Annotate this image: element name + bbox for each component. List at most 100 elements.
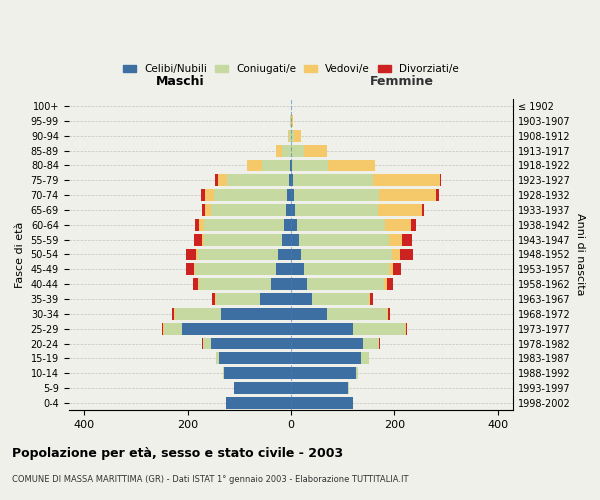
Bar bbox=[204, 234, 282, 245]
Bar bbox=[307, 278, 384, 290]
Bar bbox=[186, 264, 194, 276]
Bar bbox=[293, 130, 301, 141]
Bar bbox=[196, 248, 198, 260]
Bar bbox=[203, 219, 284, 230]
Bar bbox=[389, 234, 402, 245]
Bar bbox=[216, 352, 218, 364]
Bar bbox=[211, 204, 286, 216]
Legend: Celibi/Nubili, Coniugati/e, Vedovi/e, Divorziati/e: Celibi/Nubili, Coniugati/e, Vedovi/e, Di… bbox=[119, 60, 463, 78]
Bar bbox=[215, 293, 216, 305]
Bar bbox=[278, 248, 291, 260]
Bar bbox=[291, 204, 295, 216]
Bar bbox=[291, 308, 327, 320]
Bar bbox=[201, 189, 205, 201]
Bar bbox=[291, 219, 297, 230]
Bar bbox=[402, 234, 412, 245]
Bar bbox=[392, 248, 400, 260]
Bar bbox=[378, 204, 422, 216]
Bar bbox=[373, 174, 440, 186]
Bar bbox=[162, 322, 163, 334]
Bar bbox=[291, 278, 307, 290]
Bar bbox=[218, 174, 227, 186]
Bar bbox=[205, 189, 214, 201]
Bar bbox=[291, 248, 301, 260]
Y-axis label: Anni di nascita: Anni di nascita bbox=[575, 213, 585, 296]
Bar bbox=[282, 144, 291, 156]
Bar bbox=[199, 219, 203, 230]
Bar bbox=[205, 204, 211, 216]
Bar bbox=[388, 308, 390, 320]
Bar bbox=[198, 248, 278, 260]
Bar bbox=[386, 278, 393, 290]
Bar bbox=[185, 248, 196, 260]
Bar bbox=[406, 322, 407, 334]
Bar bbox=[196, 219, 199, 230]
Bar bbox=[275, 144, 282, 156]
Y-axis label: Fasce di età: Fasce di età bbox=[15, 222, 25, 288]
Bar bbox=[289, 174, 291, 186]
Text: COMUNE DI MASSA MARITTIMA (GR) - Dati ISTAT 1° gennaio 2003 - Elaborazione TUTTI: COMUNE DI MASSA MARITTIMA (GR) - Dati IS… bbox=[12, 476, 409, 484]
Bar bbox=[287, 189, 291, 201]
Bar bbox=[194, 234, 202, 245]
Bar bbox=[291, 115, 293, 127]
Bar bbox=[327, 308, 386, 320]
Bar bbox=[247, 160, 262, 172]
Bar bbox=[194, 264, 196, 276]
Bar bbox=[411, 219, 416, 230]
Bar bbox=[221, 308, 291, 320]
Bar bbox=[260, 293, 291, 305]
Bar bbox=[202, 204, 205, 216]
Bar bbox=[275, 264, 291, 276]
Bar bbox=[212, 293, 215, 305]
Bar bbox=[291, 293, 311, 305]
Text: Femmine: Femmine bbox=[370, 76, 434, 88]
Bar bbox=[211, 338, 291, 349]
Bar bbox=[291, 189, 294, 201]
Bar bbox=[223, 367, 224, 379]
Bar bbox=[293, 174, 373, 186]
Bar bbox=[173, 308, 175, 320]
Bar bbox=[295, 204, 378, 216]
Bar bbox=[436, 189, 439, 201]
Bar bbox=[291, 338, 364, 349]
Bar bbox=[301, 248, 392, 260]
Bar bbox=[422, 204, 424, 216]
Bar bbox=[291, 160, 292, 172]
Bar bbox=[291, 397, 353, 409]
Bar bbox=[379, 189, 436, 201]
Text: Popolazione per età, sesso e stato civile - 2003: Popolazione per età, sesso e stato civil… bbox=[12, 448, 343, 460]
Bar bbox=[202, 234, 204, 245]
Bar bbox=[348, 382, 349, 394]
Bar bbox=[198, 278, 199, 290]
Bar bbox=[353, 322, 405, 334]
Bar bbox=[175, 308, 221, 320]
Bar bbox=[294, 189, 379, 201]
Bar bbox=[199, 278, 271, 290]
Bar bbox=[289, 130, 291, 141]
Bar bbox=[299, 234, 389, 245]
Bar bbox=[291, 322, 353, 334]
Bar bbox=[234, 382, 291, 394]
Bar bbox=[400, 248, 413, 260]
Bar bbox=[291, 234, 299, 245]
Bar bbox=[291, 144, 304, 156]
Bar bbox=[215, 174, 218, 186]
Bar bbox=[271, 278, 291, 290]
Bar bbox=[311, 293, 368, 305]
Bar bbox=[292, 160, 328, 172]
Bar bbox=[291, 174, 293, 186]
Bar bbox=[286, 204, 291, 216]
Bar bbox=[356, 367, 358, 379]
Bar bbox=[304, 264, 389, 276]
Bar bbox=[297, 219, 385, 230]
Bar bbox=[291, 264, 304, 276]
Bar bbox=[163, 322, 164, 334]
Bar bbox=[385, 219, 411, 230]
Bar bbox=[370, 293, 373, 305]
Bar bbox=[227, 174, 289, 186]
Bar bbox=[379, 338, 380, 349]
Bar bbox=[389, 264, 394, 276]
Bar bbox=[193, 278, 198, 290]
Text: Maschi: Maschi bbox=[155, 76, 204, 88]
Bar bbox=[262, 160, 290, 172]
